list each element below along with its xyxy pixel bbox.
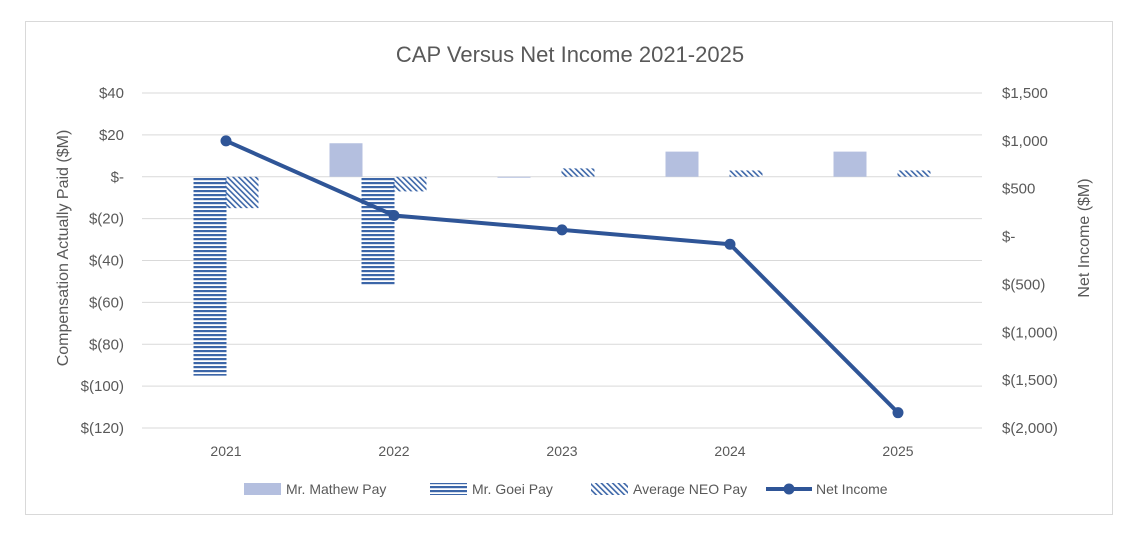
y2-tick-label: $- — [1002, 229, 1015, 246]
legend-item: Mr. Goei Pay — [430, 481, 553, 497]
x-tick-label: 2021 — [210, 443, 241, 459]
y-axis-label: Compensation Actually Paid ($M) — [55, 130, 72, 367]
net-income-polyline — [225, 139, 900, 415]
net-income-point — [892, 407, 904, 419]
y-tick-label: $20 — [99, 127, 124, 144]
x-tick-label: 2023 — [546, 443, 577, 459]
net-income-point — [556, 224, 568, 236]
y2-axis-label: Net Income ($M) — [1076, 178, 1093, 297]
bar-mr-goei-pay — [361, 176, 395, 286]
net-income-point — [724, 238, 736, 250]
y-tick-label: $(60) — [89, 294, 124, 311]
net-income-line — [220, 135, 904, 419]
chart-frame: CAP Versus Net Income 2021-2025 Compensa… — [25, 21, 1113, 515]
legend-label: Average NEO Pay — [633, 481, 747, 497]
x-tick-label: 2024 — [714, 443, 745, 459]
y2-tick-label: $(2,000) — [1002, 420, 1058, 437]
y-tick-label: $(80) — [89, 336, 124, 353]
net-income-point — [220, 135, 232, 147]
legend-item: Mr. Mathew Pay — [244, 481, 386, 497]
legend-swatch — [244, 483, 281, 495]
legend-swatch — [430, 483, 467, 495]
x-tick-label: 2025 — [882, 443, 913, 459]
bar-mr-mathew-pay — [665, 151, 699, 177]
y-tick-label: $(20) — [89, 211, 124, 228]
bar-average-neo-pay — [225, 176, 259, 209]
y-tick-label: $- — [111, 169, 124, 186]
legend: Mr. Mathew Pay Mr. Goei Pay Average NEO Pa… — [244, 481, 888, 497]
bar-mr-goei-pay — [193, 176, 227, 376]
x-axis-ticks: 2021 2022 2023 2024 2025 — [210, 443, 913, 459]
bar-mr-mathew-pay — [329, 143, 363, 177]
net-income-point — [388, 210, 400, 222]
bar-average-neo-pay — [897, 170, 931, 177]
legend-label: Mr. Goei Pay — [472, 481, 553, 497]
x-tick-label: 2022 — [378, 443, 409, 459]
y2-axis-ticks: $1,500 $1,000 $500 $- $(500) $(1,000) $(1,500)… — [1002, 85, 1058, 437]
chart-svg: CAP Versus Net Income 2021-2025 Compensa… — [55, 42, 1093, 497]
chart-title: CAP Versus Net Income 2021-2025 — [396, 42, 744, 67]
y2-tick-label: $(500) — [1002, 276, 1045, 293]
legend-swatch — [591, 483, 628, 495]
y2-tick-label: $500 — [1002, 181, 1035, 198]
legend-item: Net Income — [766, 481, 888, 497]
y2-tick-label: $(1,000) — [1002, 324, 1058, 341]
y2-tick-label: $1,500 — [1002, 85, 1048, 102]
legend-swatch-point — [783, 483, 795, 495]
y-axis-ticks: $40 $20 $- $(20) $(40) $(60) $(80) $(100) $(120) — [81, 85, 124, 437]
gridlines — [142, 92, 982, 429]
y2-tick-label: $1,000 — [1002, 133, 1048, 150]
y-tick-label: $(120) — [81, 420, 124, 437]
bar-mr-mathew-pay — [833, 151, 867, 177]
bar-mr-mathew-pay — [497, 176, 531, 178]
bars — [193, 143, 931, 376]
legend-item: Average NEO Pay — [591, 481, 747, 497]
legend-label: Mr. Mathew Pay — [286, 481, 386, 497]
y-tick-label: $(40) — [89, 253, 124, 270]
bar-average-neo-pay — [729, 170, 763, 177]
bar-average-neo-pay — [393, 176, 427, 192]
legend-label: Net Income — [816, 481, 888, 497]
y-tick-label: $40 — [99, 85, 124, 102]
y2-tick-label: $(1,500) — [1002, 372, 1058, 389]
bar-average-neo-pay — [561, 168, 595, 177]
y-tick-label: $(100) — [81, 378, 124, 395]
